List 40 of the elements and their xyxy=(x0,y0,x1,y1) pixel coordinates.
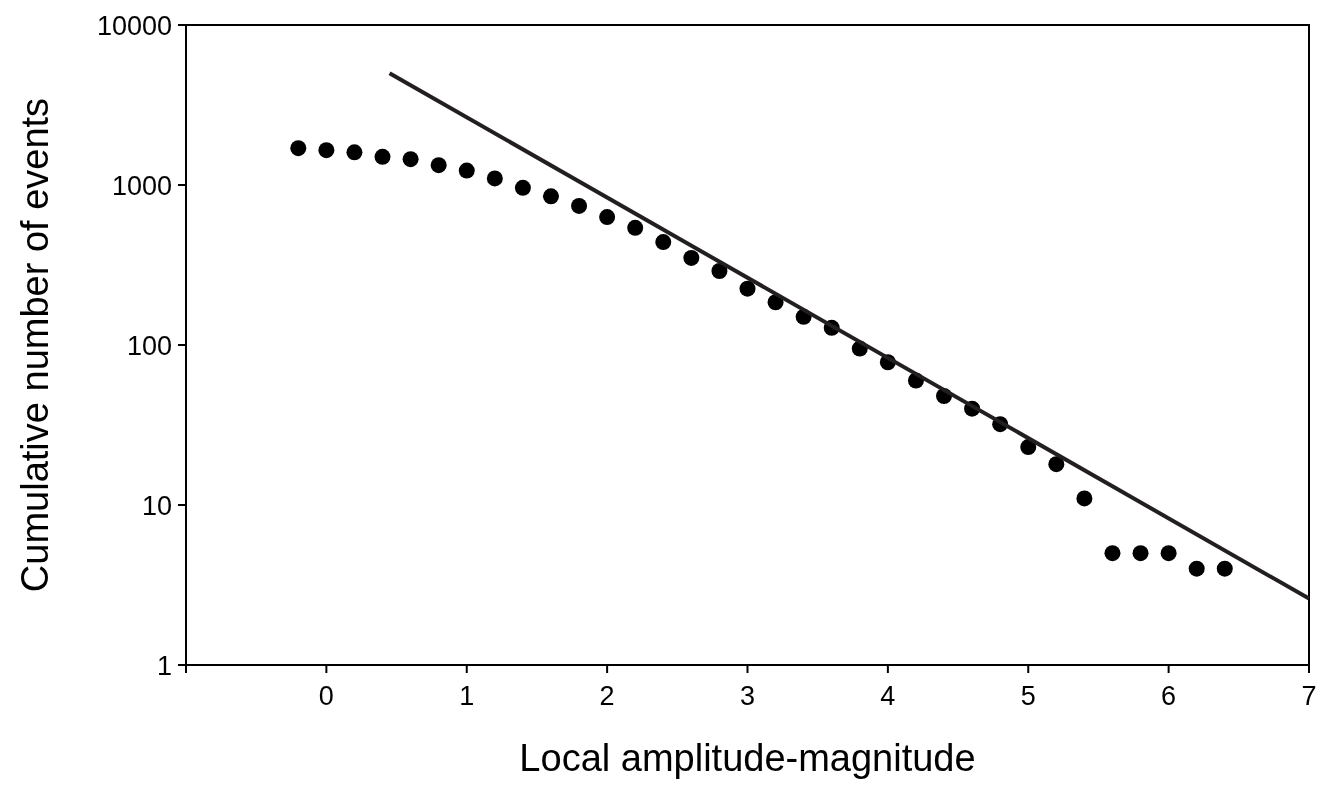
point xyxy=(458,162,475,179)
point xyxy=(1048,456,1065,473)
y-tick-label: 1 xyxy=(156,651,172,681)
point xyxy=(430,157,447,174)
point xyxy=(290,140,307,157)
point xyxy=(739,280,756,297)
point xyxy=(1076,490,1093,507)
point xyxy=(318,142,335,159)
x-tick-label: 0 xyxy=(318,681,334,711)
point xyxy=(374,148,391,165)
point xyxy=(571,197,588,214)
point xyxy=(1104,545,1121,562)
point xyxy=(346,144,363,161)
point xyxy=(1020,439,1037,456)
x-tick-label: 3 xyxy=(739,681,756,711)
point xyxy=(1160,545,1177,562)
point xyxy=(514,179,531,196)
point xyxy=(542,188,559,205)
point xyxy=(683,249,700,266)
point xyxy=(402,151,419,168)
point xyxy=(627,219,644,236)
point xyxy=(1188,560,1205,577)
x-tick-label: 5 xyxy=(1020,681,1036,711)
x-tick-label: 4 xyxy=(880,681,896,711)
x-axis-title: Local amplitude-magnitude xyxy=(519,737,976,779)
point xyxy=(1132,545,1149,562)
point xyxy=(1216,560,1233,577)
y-tick-label: 100 xyxy=(126,331,172,361)
point xyxy=(486,170,503,187)
y-tick-label: 1000 xyxy=(111,171,172,201)
point xyxy=(599,209,616,226)
x-tick-label: 2 xyxy=(599,681,615,711)
y-tick-label: 10000 xyxy=(96,11,172,41)
point xyxy=(655,234,672,251)
x-tick-label: 1 xyxy=(459,681,475,711)
y-tick-label: 10 xyxy=(141,491,172,521)
x-tick-label: 6 xyxy=(1161,681,1177,711)
point xyxy=(711,263,728,280)
x-tick-label: 7 xyxy=(1301,681,1317,711)
y-axis-title: Cumulative number of events xyxy=(14,97,56,593)
